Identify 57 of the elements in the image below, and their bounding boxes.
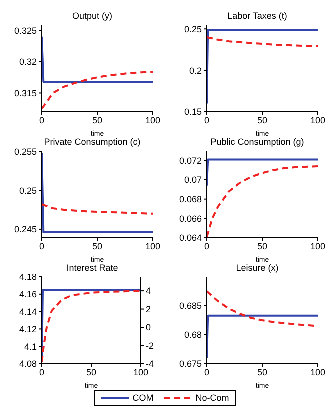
x-tick-label: 0 [39, 367, 45, 378]
x-tick-label: 100 [145, 115, 161, 126]
line-series [42, 70, 153, 110]
y-tick-label: 0.255 [14, 146, 37, 157]
x-tick-label: 0 [204, 115, 210, 126]
y-tick-label: 0.068 [179, 194, 202, 205]
x-tick-label: 50 [86, 367, 97, 378]
y-tick-label: 0.064 [179, 233, 202, 244]
x-tick-label: 50 [257, 367, 268, 378]
line-series [207, 36, 318, 48]
x-tick-label: 50 [92, 115, 103, 126]
x-tick-label: 100 [310, 367, 326, 378]
y2-tick-label: -4 [146, 359, 154, 370]
x-tick-label: 50 [92, 241, 103, 252]
y-tick-label: 0.685 [179, 301, 202, 312]
x-tick-label: 0 [39, 241, 45, 252]
y-tick-label: 0.675 [179, 359, 202, 370]
x-tick-label: 0 [39, 115, 45, 126]
y-tick-label: 4.1 [24, 342, 37, 352]
y-tick-label: 0.32 [19, 57, 37, 68]
y2-tick-label: -2 [146, 340, 154, 351]
chart-title: Interest Rate [66, 262, 120, 274]
y-tick-label: 0.066 [179, 214, 202, 224]
y-tick-label: 0.072 [179, 156, 202, 166]
x-tick-label: 100 [145, 241, 161, 252]
line-series [42, 204, 153, 215]
y-tick-label: 4.18 [19, 272, 37, 282]
y-tick-label: 0.315 [14, 88, 37, 98]
x-tick-label: 50 [257, 241, 268, 252]
x-tick-label: 50 [257, 115, 268, 126]
x-tick-label: 0 [204, 241, 210, 252]
y-tick-label: 0.245 [14, 224, 37, 235]
y-tick-label: 0.2 [189, 66, 202, 76]
y-tick-label: 0.25 [19, 186, 37, 196]
y-tick-label: 4.16 [19, 290, 37, 300]
y-tick-label: 0.07 [184, 175, 202, 186]
y-tick-label: 4.12 [19, 324, 37, 334]
chart-title: Public Consumption (g) [210, 136, 306, 148]
legend-label: COM [132, 393, 154, 403]
x-tick-label: 100 [310, 241, 326, 252]
chart-title: Labor Taxes (t) [226, 10, 288, 22]
x-tick-label: 100 [133, 367, 149, 378]
y-tick-label: 0.325 [14, 26, 37, 36]
y2-tick-label: 2 [146, 304, 152, 314]
y-tick-label: 0.15 [184, 107, 202, 118]
y-tick-label: 4.08 [19, 359, 37, 370]
y-tick-label: 4.14 [19, 306, 37, 317]
chart-title: Private Consumption (c) [43, 136, 142, 148]
chart-title: Output (y) [71, 10, 114, 22]
x-tick-label: 0 [204, 367, 210, 378]
y-tick-label: 0.25 [184, 24, 202, 34]
y2-tick-label: 0 [146, 322, 152, 333]
y2-tick-label: 4 [146, 286, 152, 296]
y-tick-label: 0.68 [184, 330, 202, 340]
x-tick-label: 100 [310, 115, 326, 126]
chart-title: Leisure (x) [235, 262, 280, 274]
legend-label: No-Com [194, 393, 230, 403]
